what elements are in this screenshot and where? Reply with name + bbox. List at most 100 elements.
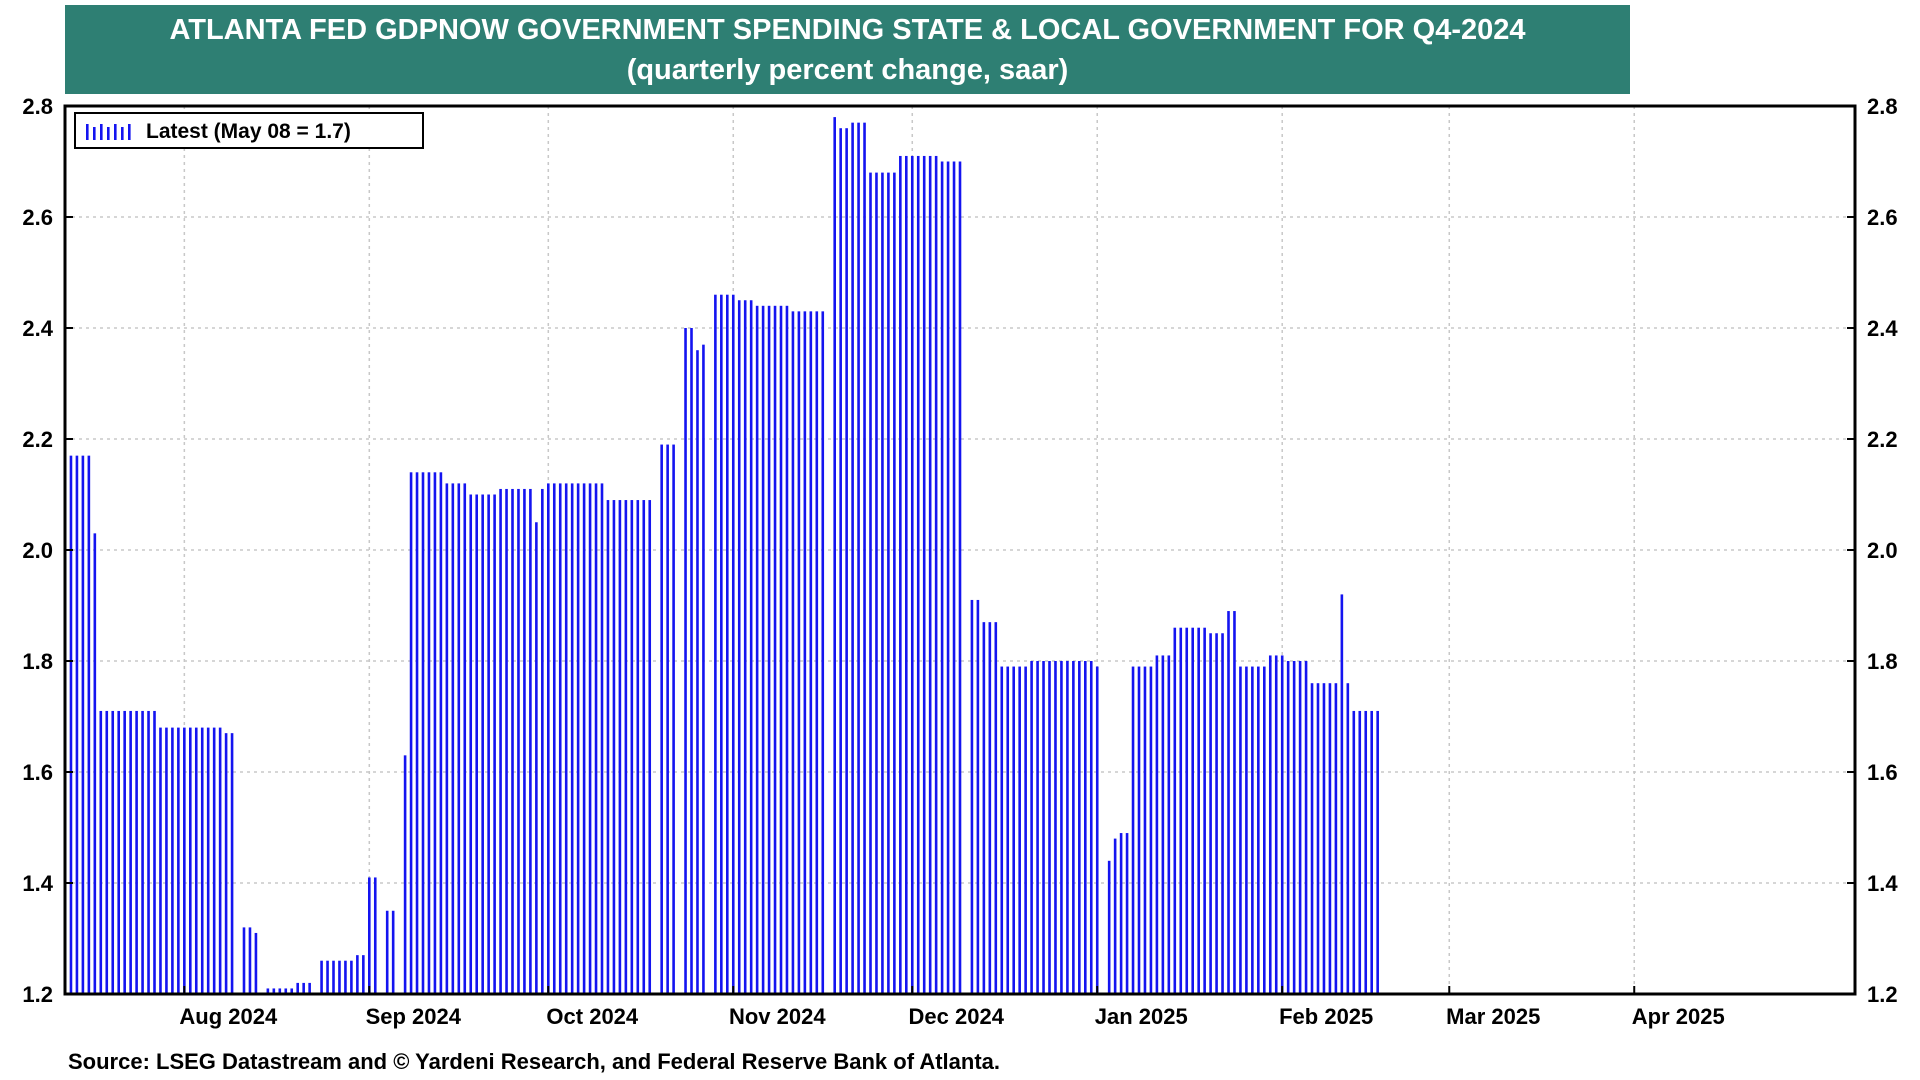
legend-label: Latest (May 08 = 1.7) bbox=[146, 120, 351, 143]
bar bbox=[1066, 661, 1069, 994]
bar bbox=[1048, 661, 1051, 994]
bar bbox=[296, 982, 299, 994]
bar bbox=[230, 733, 234, 994]
bar bbox=[1251, 666, 1254, 994]
bar bbox=[922, 155, 926, 994]
bar bbox=[946, 161, 950, 994]
bar bbox=[332, 960, 335, 994]
bar bbox=[905, 155, 908, 994]
bar bbox=[767, 305, 771, 994]
bar bbox=[558, 483, 562, 994]
y-tick-label-left: 2.0 bbox=[22, 538, 53, 563]
bar bbox=[1018, 666, 1021, 994]
bar bbox=[511, 488, 514, 994]
x-tick-label: Mar 2025 bbox=[1446, 1004, 1540, 1029]
bar bbox=[463, 483, 467, 994]
bar bbox=[1227, 611, 1230, 994]
bar bbox=[970, 599, 974, 994]
bar bbox=[958, 161, 962, 994]
bar bbox=[857, 122, 860, 994]
bar bbox=[672, 444, 675, 994]
bar bbox=[1036, 661, 1039, 994]
bar bbox=[815, 311, 819, 995]
bar bbox=[320, 960, 323, 994]
bar bbox=[278, 988, 282, 994]
bar bbox=[481, 494, 484, 994]
bar bbox=[761, 305, 765, 994]
y-axis-left: 1.2 1.4 1.6 1.8 2.0 2.2 2.4 2.6 2.8 bbox=[22, 94, 73, 1007]
bar bbox=[1209, 633, 1212, 994]
x-tick-label: Feb 2025 bbox=[1279, 1004, 1373, 1029]
bar bbox=[809, 311, 813, 995]
bar bbox=[1370, 710, 1373, 994]
legend-swatch bbox=[86, 124, 131, 140]
bar bbox=[773, 305, 777, 994]
bar bbox=[1155, 655, 1159, 994]
bar bbox=[1107, 860, 1111, 994]
bar bbox=[1197, 627, 1200, 994]
bar bbox=[206, 727, 210, 994]
y-tick-label-left: 1.2 bbox=[22, 982, 53, 1007]
bars bbox=[69, 117, 1379, 995]
bar bbox=[887, 172, 890, 995]
bar bbox=[338, 960, 341, 994]
legend-swatch-mark bbox=[100, 124, 103, 140]
bar bbox=[851, 122, 854, 994]
bar bbox=[1274, 655, 1278, 994]
bar bbox=[153, 710, 156, 994]
bar bbox=[1364, 710, 1368, 994]
x-tick-label: Jan 2025 bbox=[1095, 1004, 1188, 1029]
bar bbox=[791, 311, 795, 995]
bar bbox=[523, 488, 526, 994]
bar bbox=[1322, 683, 1326, 994]
bar bbox=[266, 988, 270, 994]
bar bbox=[1137, 666, 1141, 994]
bar bbox=[684, 328, 687, 994]
bar bbox=[845, 128, 848, 994]
bar bbox=[218, 727, 222, 994]
bar bbox=[720, 294, 723, 994]
bar bbox=[988, 622, 992, 994]
bar bbox=[702, 344, 705, 994]
bar bbox=[916, 155, 920, 994]
legend-swatch-mark bbox=[107, 127, 110, 140]
x-tick-label: Nov 2024 bbox=[729, 1004, 826, 1029]
bar bbox=[1358, 710, 1362, 994]
y-tick-label-left: 2.6 bbox=[22, 205, 53, 230]
bar bbox=[1006, 666, 1010, 994]
y-tick-label-right: 1.4 bbox=[1867, 871, 1898, 896]
bar bbox=[433, 472, 437, 994]
bar bbox=[147, 710, 150, 994]
bar bbox=[290, 988, 294, 994]
bar bbox=[111, 710, 115, 994]
bar bbox=[373, 877, 377, 994]
bar bbox=[1304, 661, 1308, 994]
y-tick-label-right: 1.6 bbox=[1867, 760, 1898, 785]
bar bbox=[421, 472, 425, 994]
bar bbox=[254, 932, 258, 994]
bar bbox=[1113, 838, 1117, 994]
bar bbox=[403, 755, 407, 994]
bar bbox=[1328, 683, 1332, 994]
bar bbox=[1191, 627, 1194, 994]
bar bbox=[1310, 683, 1314, 994]
bar bbox=[749, 300, 753, 994]
bar bbox=[1084, 661, 1087, 994]
legend-swatch-mark bbox=[86, 124, 89, 140]
bar bbox=[1030, 661, 1033, 994]
bar bbox=[391, 910, 395, 994]
bar bbox=[385, 910, 389, 994]
chart-title: ATLANTA FED GDPNOW GOVERNMENT SPENDING S… bbox=[169, 14, 1526, 46]
bar bbox=[69, 455, 73, 994]
bar bbox=[552, 483, 556, 994]
bar bbox=[194, 727, 198, 994]
bar bbox=[881, 172, 884, 995]
legend-swatch-mark bbox=[93, 127, 96, 140]
bar bbox=[457, 483, 461, 994]
bar bbox=[1185, 627, 1189, 994]
bar bbox=[415, 472, 419, 994]
bar bbox=[189, 727, 192, 994]
bar bbox=[893, 172, 896, 995]
bar bbox=[940, 161, 944, 994]
